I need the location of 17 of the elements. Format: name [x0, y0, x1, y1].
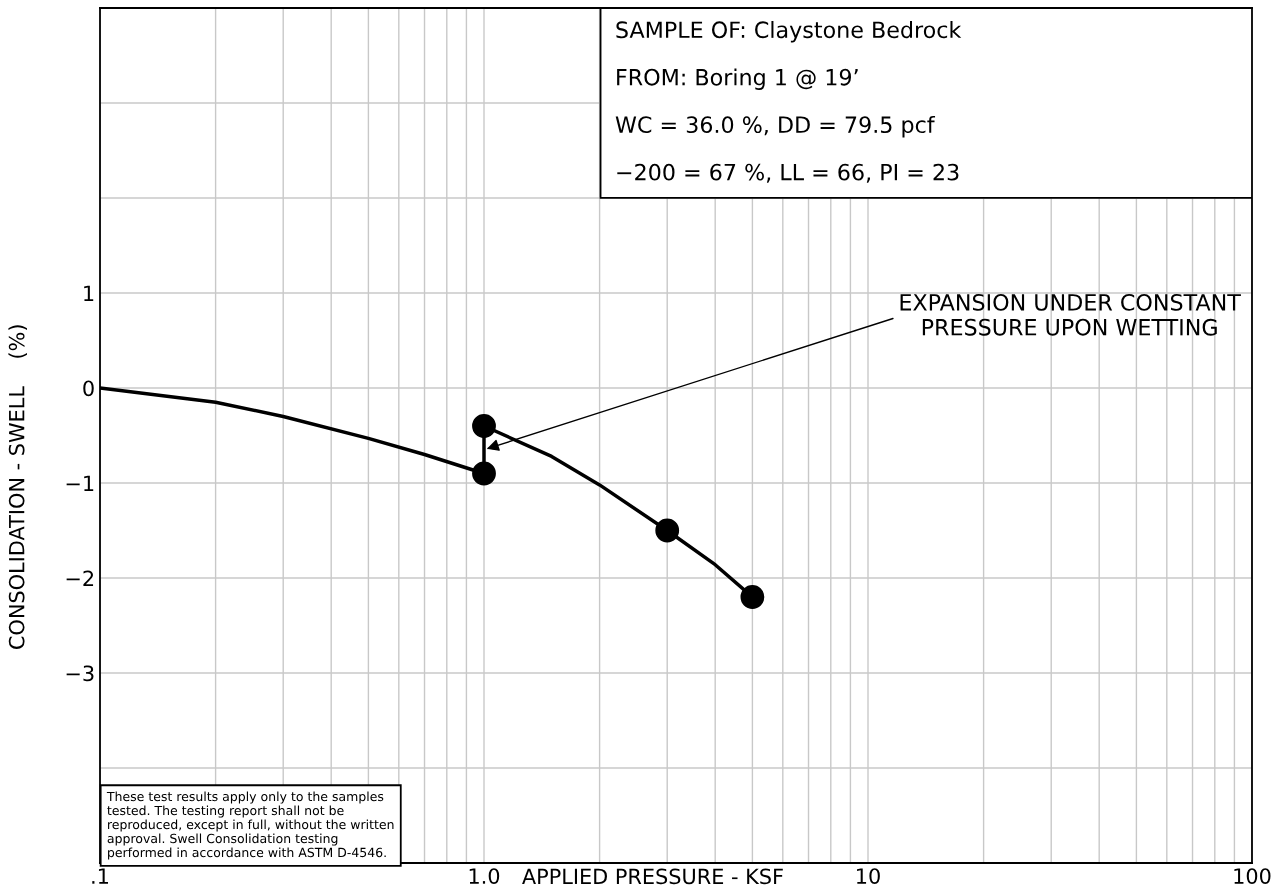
annotation: WC = 36.0 %, DD = 79.5 pcf	[615, 115, 936, 138]
y-tick-label: 1	[84, 285, 94, 301]
annotation: −200 = 67 %, LL = 66, PI = 23	[617, 163, 959, 183]
y-tick-label: −2	[66, 570, 94, 586]
x-tick-label: 10	[857, 868, 880, 884]
x-tick-label: 100	[1234, 868, 1271, 884]
y-tick-label: −1	[66, 475, 94, 491]
annotation: SAMPLE OF: Claystone Bedrock	[616, 20, 962, 43]
x-tick-label: .1	[92, 868, 109, 884]
y-tick-label: −3	[66, 665, 94, 682]
x-tick-label: 1.0	[469, 868, 500, 884]
y-axis-title: CONSOLIDATION - SWELL (%)	[8, 325, 27, 649]
annotation: EXPANSION UNDER CONSTANT PRESSURE UPON WETTING	[900, 293, 1241, 336]
annotation: These test results apply only to the samples tested. The testing report shall not be reproduced, except in full, without the written approval. Swell Consolidation testing performed in accordance with ASTM D-4546.	[106, 791, 394, 860]
x-axis-title: APPLIED PRESSURE - KSF	[522, 868, 783, 885]
annotation: FROM: Boring 1 @ 19’	[617, 68, 858, 90]
y-tick-label: 0	[83, 380, 94, 397]
